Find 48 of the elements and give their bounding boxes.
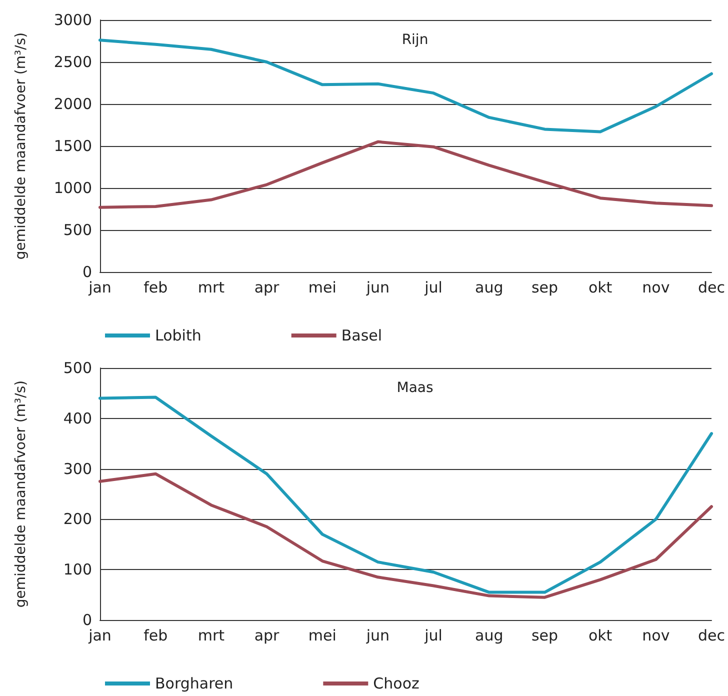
x-tick-label: jun [365, 278, 390, 296]
x-tick-label: aug [475, 278, 504, 296]
line-series [98, 472, 713, 599]
line-series [98, 140, 713, 209]
legend-label: Basel [341, 326, 382, 344]
x-tick-label: dec [698, 278, 725, 296]
x-tick-label: apr [254, 626, 280, 644]
x-tick-label: dec [698, 626, 725, 644]
x-tick-label: sep [531, 278, 558, 296]
y-axis-title: gemiddelde maandafvoer (m³/s) [13, 380, 29, 608]
y-tick-label: 0 [82, 263, 92, 281]
x-tick-label: jun [365, 626, 390, 644]
y-tick-label: 400 [63, 409, 92, 428]
text: Rijn [402, 32, 428, 48]
x-tick-label: apr [254, 278, 280, 296]
y-tick-label: 1500 [54, 137, 92, 155]
y-tick-label: 300 [63, 460, 92, 478]
y-tick-label: 3000 [54, 11, 92, 29]
x-tick-label: sep [531, 626, 558, 644]
x-tick-label: mrt [198, 626, 225, 644]
legend-label: Borgharen [155, 674, 234, 692]
legend-label: Lobith [155, 326, 202, 344]
x-tick-label: jan [88, 278, 112, 296]
line-series [98, 396, 713, 594]
y-tick-label: 500 [63, 221, 92, 239]
x-tick-label: jul [424, 626, 442, 644]
legend-label: Chooz [373, 674, 420, 692]
x-tick-label: aug [475, 626, 504, 644]
x-tick-label: nov [642, 278, 670, 296]
x-tick-label: okt [588, 278, 612, 296]
x-tick-label: okt [588, 626, 612, 644]
x-tick-label: mrt [198, 278, 225, 296]
y-tick-label: 1000 [54, 179, 92, 197]
y-tick-label: 500 [63, 359, 92, 377]
y-tick-label: 100 [63, 560, 92, 579]
y-tick-label: 2000 [54, 95, 92, 113]
x-tick-label: mei [308, 626, 336, 644]
y-tick-label: 2500 [54, 53, 92, 71]
x-tick-label: jan [88, 626, 112, 644]
y-tick-label: 0 [82, 611, 92, 629]
y-tick-label: 200 [63, 510, 92, 528]
x-tick-label: nov [642, 626, 670, 644]
x-tick-label: jul [424, 278, 442, 296]
x-tick-label: feb [144, 626, 168, 644]
x-tick-label: feb [144, 278, 168, 296]
text: Maas [396, 380, 434, 396]
y-axis-title: gemiddelde maandafvoer (m³/s) [13, 32, 29, 260]
x-tick-label: mei [308, 278, 336, 296]
